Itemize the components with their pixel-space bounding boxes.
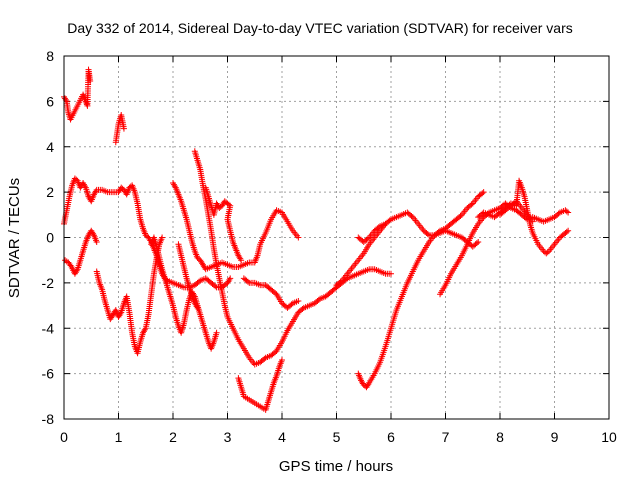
y-tick-label: 4 [46, 139, 54, 155]
x-tick-label: 6 [387, 429, 395, 445]
series-track-j [175, 241, 201, 311]
series-track-c [61, 66, 94, 123]
data-point [382, 220, 389, 227]
series-track-k [235, 357, 285, 413]
series-track-b [62, 227, 100, 277]
data-point [238, 257, 245, 264]
series-track-q [475, 177, 572, 257]
data-point [195, 278, 202, 285]
data-point [261, 355, 268, 362]
x-tick-label: 10 [601, 429, 617, 445]
series-track-r [497, 198, 536, 225]
data-point [213, 329, 220, 336]
chart-title: Day 332 of 2014, Sidereal Day-to-day VTE… [67, 20, 573, 36]
data-point [386, 217, 393, 224]
y-tick-label: 2 [46, 184, 54, 200]
plot-frame [63, 55, 610, 420]
data-point [288, 301, 295, 308]
data-point [120, 125, 127, 132]
data-point [227, 275, 234, 282]
data-point [337, 278, 344, 285]
data-points [61, 66, 572, 413]
data-point [565, 227, 572, 234]
data-point [475, 239, 482, 246]
x-tick-label: 4 [278, 429, 286, 445]
data-point [244, 278, 251, 285]
data-point [479, 190, 486, 197]
x-tick-label: 9 [551, 429, 559, 445]
data-point [225, 201, 232, 208]
data-point [295, 298, 302, 305]
series-track-g [191, 148, 394, 368]
series-track-n [355, 220, 389, 246]
y-tick-label: 0 [46, 230, 54, 246]
data-point [295, 234, 302, 241]
data-point [212, 283, 219, 290]
x-axis-label: GPS time / hours [279, 458, 393, 475]
data-point [480, 189, 487, 196]
x-tick-label: 5 [333, 429, 341, 445]
data-point [408, 212, 415, 219]
series-track-h [202, 184, 245, 264]
data-point [511, 199, 518, 206]
y-tick-label: -6 [42, 366, 55, 382]
x-tick-label: 8 [496, 429, 504, 445]
series-track-o [355, 189, 487, 391]
y-axis-label: SDTVAR / TECUs [6, 178, 23, 298]
x-tick-label: 0 [60, 429, 68, 445]
data-point [563, 208, 570, 215]
data-point [473, 240, 480, 247]
data-point [424, 231, 431, 238]
data-point [555, 210, 562, 217]
x-tick-label: 2 [169, 429, 177, 445]
series-track-i [148, 234, 220, 352]
y-tick-label: 8 [46, 48, 54, 64]
data-point [388, 270, 394, 277]
y-tick-label: 6 [46, 93, 54, 109]
x-tick-label: 1 [115, 429, 123, 445]
data-point [544, 249, 551, 256]
data-point [194, 304, 201, 311]
data-point [87, 77, 94, 84]
series-track-l [240, 275, 302, 311]
data-point [364, 235, 371, 242]
x-tick-label: 3 [224, 429, 232, 445]
data-point [315, 296, 322, 303]
data-point [279, 357, 285, 364]
grid [64, 56, 609, 419]
y-tick-label: -4 [42, 320, 55, 336]
data-point [457, 212, 464, 219]
data-point [468, 201, 475, 208]
data-point [159, 234, 166, 241]
data-point [375, 224, 382, 231]
data-point [563, 228, 570, 235]
x-tick-label: 7 [442, 429, 450, 445]
axis-ticks: 0 1 2 3 4 5 6 7 8 9 10 8 6 4 2 0 -2 -4 -6 -8 [42, 48, 617, 445]
data-point [299, 305, 306, 312]
data-point [565, 209, 572, 216]
y-tick-label: -2 [42, 275, 55, 291]
series-track-e [112, 111, 127, 146]
series-track-f [170, 180, 302, 273]
data-point [93, 239, 100, 246]
y-tick-label: -8 [42, 411, 55, 427]
data-point [529, 218, 536, 225]
data-point [435, 228, 442, 235]
series-track-d [93, 234, 166, 357]
